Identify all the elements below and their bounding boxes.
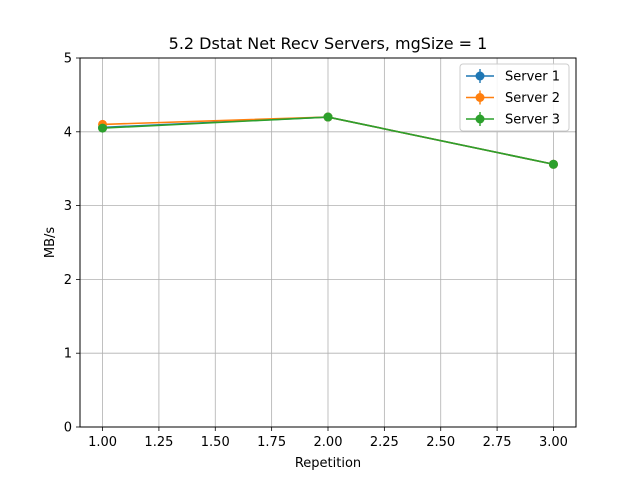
legend-item-series-3: Server 3 (466, 112, 560, 128)
legend: Server 1 Server 2 Server 3 (459, 63, 570, 132)
data-point (548, 159, 558, 169)
x-tick-label: 1.25 (144, 435, 173, 450)
y-axis-label: MB/s (43, 227, 58, 259)
y-tick-label: 5 (64, 52, 72, 67)
y-tick-label: 2 (64, 273, 72, 288)
x-axis-ticks: 1.00 1.25 1.50 1.75 2.00 2.25 2.50 2.75 3.00 (88, 427, 568, 450)
x-tick-label: 3.00 (539, 435, 568, 450)
series-group (98, 112, 558, 169)
x-tick-label: 1.50 (201, 435, 230, 450)
x-tick-label: 1.00 (88, 435, 117, 450)
y-tick-label: 4 (64, 125, 72, 140)
legend-item-series-2: Server 2 (466, 90, 560, 106)
chart-title: 5.2 Dstat Net Recv Servers, mgSize = 1 (169, 34, 488, 53)
legend-marker-swatch (475, 114, 485, 124)
x-tick-label: 2.25 (370, 435, 399, 450)
y-tick-label: 3 (64, 199, 72, 214)
legend-label: Server 1 (505, 70, 560, 85)
legend-marker-swatch (475, 71, 485, 81)
x-tick-label: 1.75 (257, 435, 286, 450)
y-axis-ticks: 0 1 2 3 4 5 (64, 52, 80, 436)
legend-frame (459, 63, 570, 132)
y-tick-label: 1 (64, 347, 72, 362)
x-axis-label: Repetition (295, 456, 361, 471)
legend-marker-swatch (475, 93, 485, 102)
data-point (98, 123, 108, 133)
legend-label: Server 2 (505, 91, 560, 106)
legend-label: Server 3 (505, 113, 560, 128)
data-point (323, 112, 333, 122)
x-tick-label: 2.50 (426, 435, 455, 450)
x-tick-label: 2.75 (483, 435, 512, 450)
series-3 (98, 112, 558, 169)
legend-item-series-1: Server 1 (466, 69, 560, 85)
y-tick-label: 0 (64, 421, 72, 436)
x-tick-label: 2.00 (314, 435, 343, 450)
